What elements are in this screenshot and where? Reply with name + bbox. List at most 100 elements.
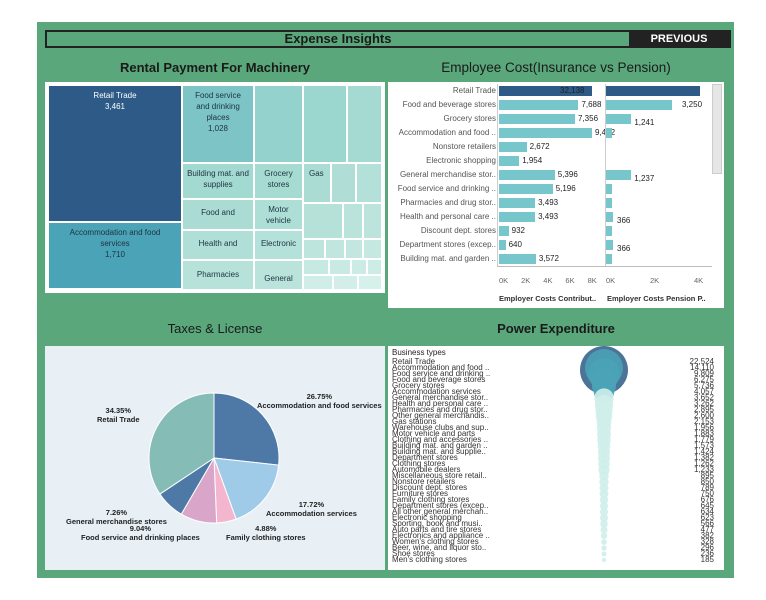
previous-button[interactable]: PREVIOUS xyxy=(629,31,729,47)
pie-pct: 9.04% xyxy=(129,524,152,533)
treemap-cell-a[interactable] xyxy=(254,85,303,163)
treemap-cell-h[interactable] xyxy=(363,203,382,239)
power-row-label: Automobile dealers xyxy=(392,465,461,474)
pension-bar[interactable] xyxy=(606,128,613,138)
power-bubble[interactable] xyxy=(601,551,607,557)
insurance-bar[interactable] xyxy=(499,212,536,222)
pension-bar[interactable] xyxy=(606,254,613,264)
pension-bar[interactable] xyxy=(606,226,613,236)
insurance-bar[interactable] xyxy=(499,240,506,250)
power-bubble[interactable] xyxy=(601,539,607,545)
insurance-bar[interactable] xyxy=(499,184,553,194)
power-bubble[interactable] xyxy=(600,520,608,528)
pie-slice[interactable] xyxy=(148,392,215,495)
treemap-cell-p[interactable] xyxy=(367,259,382,275)
treemap-cell-pharmacies[interactable]: Pharmacies xyxy=(182,260,254,290)
treemap-cell-c[interactable] xyxy=(347,85,382,163)
pension-bar[interactable] xyxy=(606,170,632,180)
taxes-title: Taxes & License xyxy=(167,321,263,336)
power-bubble[interactable] xyxy=(600,514,608,522)
pie-label-accom-services: 17.72% Accommodation services xyxy=(266,500,357,518)
treemap-cell-food-and[interactable]: Food and xyxy=(182,199,254,230)
power-bubble[interactable] xyxy=(599,489,609,499)
insurance-bar[interactable] xyxy=(499,100,579,110)
pension-bar[interactable] xyxy=(606,86,700,96)
treemap-label: Grocery stores xyxy=(264,169,293,189)
insurance-value: 1,954 xyxy=(522,156,543,165)
power-row-value: 1,382 xyxy=(693,453,714,462)
treemap-cell-d[interactable] xyxy=(331,163,356,203)
insurance-bar[interactable] xyxy=(499,156,520,166)
power-row-label: Men's clothing stores xyxy=(392,555,467,564)
treemap-cell-f[interactable] xyxy=(303,203,343,239)
power-row-label: Miscellaneous store retail.. xyxy=(392,471,487,480)
insurance-bar[interactable] xyxy=(499,128,592,138)
power-bubble[interactable] xyxy=(599,501,609,511)
treemap-cell-general[interactable]: General xyxy=(254,260,303,290)
insurance-bar[interactable] xyxy=(499,198,536,208)
power-row-label: Shoe stores xyxy=(392,549,435,558)
treemap-cell-j[interactable] xyxy=(325,239,345,259)
power-row-value: 296 xyxy=(700,543,714,552)
pension-bar[interactable] xyxy=(606,212,614,222)
treemap-cell-electronic[interactable]: Electronic xyxy=(254,230,303,260)
treemap-cell-e[interactable] xyxy=(356,163,382,203)
pension-bar[interactable] xyxy=(606,100,673,110)
treemap-cell-motor[interactable]: Motor vehicle xyxy=(254,199,303,230)
power-row-label: Sporting, book and musi.. xyxy=(392,519,483,528)
treemap-cell-i[interactable] xyxy=(303,239,325,259)
insurance-bar[interactable] xyxy=(499,114,575,124)
pie-label-accom-food: 26.75% Accommodation and food services xyxy=(257,392,382,410)
power-row-label: Family clothing stores xyxy=(392,495,470,504)
treemap-cell-gas[interactable]: Gas xyxy=(303,163,331,203)
insurance-bar[interactable] xyxy=(499,86,592,96)
power-bubble[interactable] xyxy=(600,532,608,540)
treemap-cell-grocery[interactable]: Grocery stores xyxy=(254,163,303,199)
treemap-cell-accommodation[interactable]: Accommodation and food services 1,710 xyxy=(48,222,182,289)
power-bubble[interactable] xyxy=(599,507,609,517)
rental-treemap: Retail Trade 3,461 Accommodation and foo… xyxy=(45,82,385,293)
power-bubble[interactable] xyxy=(601,557,607,563)
pension-bar[interactable] xyxy=(606,240,614,250)
employee-row-label: Building mat. and garden .. xyxy=(400,254,496,263)
pie-slice[interactable] xyxy=(213,457,280,520)
treemap-label: Accommodation and food services xyxy=(69,228,161,248)
treemap-cell-m[interactable] xyxy=(303,259,329,275)
x-tick-label: 0K xyxy=(499,276,509,285)
power-row-value: 1,262 xyxy=(693,459,714,468)
treemap-cell-l[interactable] xyxy=(363,239,382,259)
treemap-cell-g[interactable] xyxy=(343,203,363,239)
insurance-bar[interactable] xyxy=(499,170,555,180)
dashboard-header: Expense Insights PREVIOUS xyxy=(45,30,731,48)
insurance-bar[interactable] xyxy=(499,142,527,152)
power-row-value: 382 xyxy=(700,531,714,540)
insurance-bar[interactable] xyxy=(499,254,536,264)
power-row-label: Electronic shopping xyxy=(392,513,462,522)
treemap-cell-building[interactable]: Building mat. and supplies xyxy=(182,163,254,199)
power-row-value: 9,809 xyxy=(693,369,714,378)
power-row-value: 895 xyxy=(700,471,714,480)
rental-title: Rental Payment For Machinery xyxy=(120,60,310,75)
employee-scrollbar[interactable] xyxy=(712,84,722,174)
power-row-label: Accommodation services xyxy=(392,387,481,396)
treemap-cell-s[interactable] xyxy=(358,275,382,290)
treemap-cell-health[interactable]: Health and xyxy=(182,230,254,260)
power-bubble[interactable] xyxy=(599,495,609,505)
insurance-bar[interactable] xyxy=(499,226,509,236)
treemap-cell-retail[interactable]: Retail Trade 3,461 xyxy=(48,85,182,222)
pie-slice[interactable] xyxy=(213,392,280,466)
treemap-cell-b[interactable] xyxy=(303,85,347,163)
treemap-cell-q[interactable] xyxy=(303,275,333,290)
treemap-cell-o[interactable] xyxy=(351,259,367,275)
treemap-cell-n[interactable] xyxy=(329,259,351,275)
power-bubble[interactable] xyxy=(600,526,608,534)
employee-row-label: Food service and drinking .. xyxy=(397,184,496,193)
treemap-cell-food-service[interactable]: Food service and drinking places 1,028 xyxy=(182,85,254,163)
pension-bar[interactable] xyxy=(606,114,632,124)
treemap-cell-r[interactable] xyxy=(333,275,358,290)
pension-bar[interactable] xyxy=(606,198,613,208)
treemap-cell-k[interactable] xyxy=(345,239,363,259)
power-bubble[interactable] xyxy=(601,545,607,551)
pension-bar[interactable] xyxy=(606,184,613,194)
insurance-value: 3,493 xyxy=(538,198,559,207)
